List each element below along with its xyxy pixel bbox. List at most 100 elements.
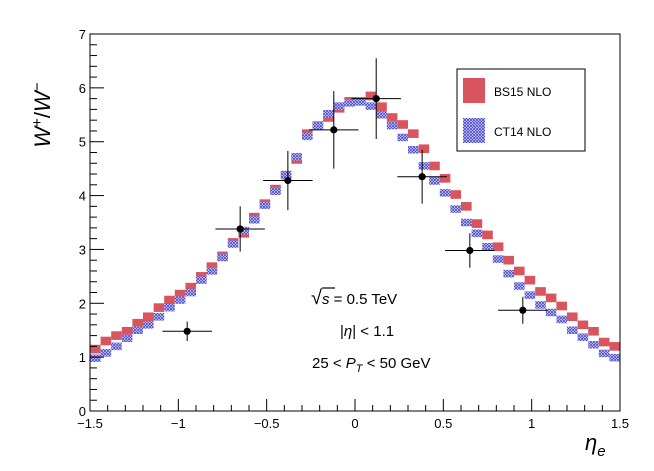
y-axis-title: W+/W− <box>29 82 55 147</box>
band-bin-ct14 <box>482 242 493 251</box>
band-bin-bs15 <box>598 337 610 347</box>
data-point <box>372 95 380 103</box>
x-tick-label: −0.5 <box>254 416 280 431</box>
band-bin-ct14 <box>461 218 472 227</box>
band-bin-bs15 <box>143 312 154 322</box>
band-bin-bs15 <box>418 144 430 154</box>
band-bin-bs15 <box>577 320 589 330</box>
band-bin-ct14 <box>386 121 398 130</box>
x-tick-label: 0.5 <box>434 416 452 431</box>
band-bin-ct14 <box>185 288 196 297</box>
band-bin-bs15 <box>376 102 387 112</box>
y-tick-label: 4 <box>79 189 86 204</box>
band-bin-bs15 <box>386 113 398 122</box>
data-point <box>236 225 244 233</box>
band-bin-ct14 <box>524 291 536 299</box>
band-bin-ct14 <box>545 308 557 317</box>
band-bin-ct14 <box>217 253 228 262</box>
band-bin-bs15 <box>545 293 557 303</box>
band-bin-bs15 <box>503 255 514 265</box>
x-axis: −1.5 −1 −0.5 0 0.5 1 1.5 <box>77 399 629 431</box>
band-bin-ct14 <box>503 269 514 278</box>
band-bin-bs15 <box>588 326 599 336</box>
band-bin-ct14 <box>365 102 377 110</box>
band-bin-ct14 <box>302 132 313 141</box>
band-bin-bs15 <box>121 326 133 336</box>
band-bin-ct14 <box>153 312 165 321</box>
band-bin-ct14 <box>355 97 366 106</box>
band-bin-ct14 <box>280 171 292 179</box>
band-bin-ct14 <box>121 334 133 343</box>
data-points <box>162 58 548 341</box>
model-bands <box>90 91 620 362</box>
band-bin-bs15 <box>567 312 578 322</box>
band-bin-bs15 <box>461 202 472 211</box>
legend: BS15 NLO CT14 NLO <box>456 68 586 152</box>
band-bin-bs15 <box>609 342 620 351</box>
band-bin-ct14 <box>609 353 620 362</box>
band-bin-ct14 <box>429 177 440 185</box>
data-point <box>418 173 426 181</box>
band-bin-bs15 <box>524 275 536 285</box>
data-point <box>466 246 474 255</box>
band-bin-bs15 <box>439 174 451 183</box>
band-bin-bs15 <box>185 282 196 292</box>
band-bin-bs15 <box>492 242 504 252</box>
band-bin-bs15 <box>429 161 440 171</box>
band-bin-ct14 <box>439 189 451 197</box>
band-bin-ct14 <box>164 303 175 312</box>
x-tick-label: 1 <box>528 416 535 431</box>
band-bin-ct14 <box>397 133 408 142</box>
band-bin-ct14 <box>312 121 324 130</box>
y-tick-label: 5 <box>79 135 86 150</box>
band-bin-ct14 <box>450 205 461 213</box>
legend-label-bs15: BS15 NLO <box>494 85 551 99</box>
band-bin-ct14 <box>588 340 599 349</box>
data-point <box>183 327 191 335</box>
band-bin-ct14 <box>249 216 260 224</box>
legend-swatch-ct14 <box>463 118 485 143</box>
band-bin-ct14 <box>376 111 387 119</box>
data-point <box>519 306 527 314</box>
x-tick-label: 0 <box>351 416 358 431</box>
band-bin-ct14 <box>418 162 430 170</box>
band-bin-bs15 <box>482 230 493 240</box>
band-bin-bs15 <box>174 289 186 299</box>
band-bin-ct14 <box>577 333 589 341</box>
band-bin-ct14 <box>270 187 281 196</box>
band-bin-ct14 <box>196 276 207 284</box>
band-bin-bs15 <box>164 295 175 305</box>
band-bin-ct14 <box>206 267 218 275</box>
band-bin-ct14 <box>90 354 101 362</box>
band-bin-bs15 <box>365 91 377 101</box>
band-bin-ct14 <box>174 296 186 304</box>
annotation-pt-cut: 25 < PT < 50 GeV <box>312 355 431 375</box>
band-bin-ct14 <box>408 146 419 154</box>
band-bin-ct14 <box>535 301 546 309</box>
band-bin-bs15 <box>132 318 143 328</box>
y-tick-label: 1 <box>79 350 86 365</box>
x-tick-label: −1 <box>171 416 186 431</box>
band-bin-ct14 <box>344 99 355 107</box>
y-tick-label: 7 <box>79 27 86 42</box>
band-bin-bs15 <box>206 262 218 271</box>
legend-swatch-bs15 <box>463 78 485 103</box>
band-bin-ct14 <box>492 255 504 263</box>
band-bin-bs15 <box>90 344 101 354</box>
band-bin-ct14 <box>227 240 239 248</box>
data-point <box>330 126 338 134</box>
annotation-eta-cut: |η| < 1.1 <box>340 323 394 340</box>
band-bin-ct14 <box>132 326 143 334</box>
legend-label-ct14: CT14 NLO <box>494 125 551 139</box>
band-bin-ct14 <box>567 326 578 334</box>
band-bin-ct14 <box>100 349 112 357</box>
band-bin-ct14 <box>333 102 345 110</box>
band-bin-bs15 <box>556 301 567 311</box>
band-bin-ct14 <box>471 229 483 238</box>
band-bin-bs15 <box>111 331 122 340</box>
band-bin-ct14 <box>598 349 610 358</box>
band-bin-ct14 <box>111 342 122 351</box>
band-bin-ct14 <box>514 282 525 290</box>
y-tick-label: 3 <box>79 242 86 257</box>
